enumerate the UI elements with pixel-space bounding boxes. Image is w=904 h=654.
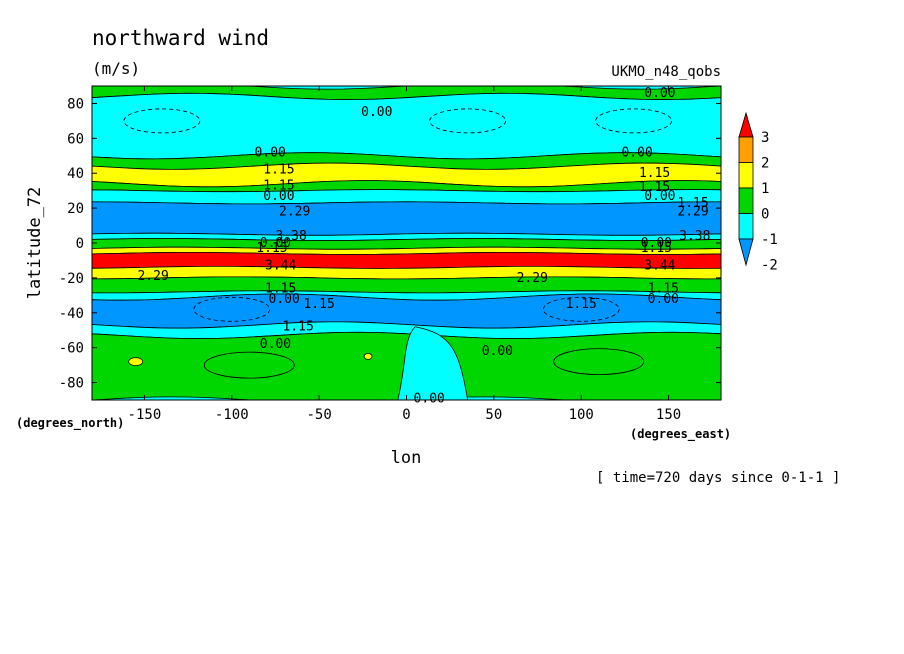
contour-labels: 0.000.000.00 0.001.15 1.151.15 1.150.00 0.00… xyxy=(137,86,710,406)
contour-band xyxy=(91,201,722,236)
dashed-contour xyxy=(123,108,201,134)
contour-label: 0.00 xyxy=(621,145,652,160)
contour-label: 1.15 xyxy=(263,178,294,193)
contour-label: 1.15 xyxy=(263,163,294,178)
x-tick-label: -100 xyxy=(215,407,249,423)
contour-label: 0.00 xyxy=(260,236,291,251)
y-axis-label: latitude_72 xyxy=(25,187,45,300)
colorbar-label: 1 xyxy=(761,181,769,197)
colorbar-arrow-top xyxy=(738,111,754,138)
dashed-contour xyxy=(542,296,620,322)
dashed-contour xyxy=(429,108,507,134)
colorbar-label: 2 xyxy=(761,156,769,172)
colorbar-segment xyxy=(738,136,754,163)
plot-area xyxy=(91,85,722,401)
y-tick-label: 0 xyxy=(76,236,84,252)
x-tick-label: 100 xyxy=(569,407,594,423)
contour-label: 0.00 xyxy=(644,86,675,101)
solid-contour xyxy=(203,351,295,379)
y-tick-label: 60 xyxy=(67,131,84,147)
colorbar-segment xyxy=(738,162,754,189)
contour-label: 1.15 xyxy=(283,320,314,335)
contour-label: 0.00 xyxy=(641,236,672,251)
contour-label: 1.15 xyxy=(566,297,597,312)
contour-label: 1.15 xyxy=(641,241,672,256)
y-axis: 80 60 40 20 0 -20 -40 -60 -80 xyxy=(59,96,721,392)
yellow-cell xyxy=(363,352,373,360)
contour-label: 0.00 xyxy=(260,337,291,352)
y-tick-label: 40 xyxy=(67,166,84,182)
x-tick-label: -150 xyxy=(128,407,162,423)
contour-label: 2.29 xyxy=(137,269,168,284)
x-tick-label: -50 xyxy=(306,407,331,423)
dashed-contour xyxy=(595,108,673,134)
colorbar-label: 3 xyxy=(761,130,769,146)
contour-label: 0.00 xyxy=(644,189,675,204)
contour-label: 0.00 xyxy=(482,344,513,359)
contour-label: 0.00 xyxy=(414,391,445,406)
y-tick-label: 20 xyxy=(67,201,84,217)
colorbar-label: -1 xyxy=(761,232,778,248)
contour-label: 3.44 xyxy=(644,259,675,274)
time-note: [ time=720 days since 0-1-1 ] xyxy=(596,470,840,486)
y-tick-label: -20 xyxy=(59,271,84,287)
colorbar: 3 2 1 0 -1 -2 xyxy=(738,111,778,274)
y-units-label: (degrees_north) xyxy=(16,416,124,431)
y-tick-label: -60 xyxy=(59,341,84,357)
x-tick-label: 0 xyxy=(402,407,410,423)
contour-band xyxy=(91,276,722,294)
x-axis-label: lon xyxy=(391,448,422,468)
contour-label: 1.15 xyxy=(303,297,334,312)
x-units-label: (degrees_east) xyxy=(630,427,731,442)
contour-label: 0.00 xyxy=(263,189,294,204)
x-axis: -150 -100 -50 0 50 100 150 xyxy=(128,86,681,423)
contour-label: 2.29 xyxy=(677,205,708,220)
yellow-cell xyxy=(128,357,144,367)
solid-contour xyxy=(553,348,645,376)
contour-label: 1.15 xyxy=(256,241,287,256)
dashed-contour xyxy=(193,296,271,322)
contour-band xyxy=(91,252,722,269)
colorbar-segment xyxy=(738,187,754,214)
contour-label: 1.15 xyxy=(639,166,670,181)
contour-label: 3.44 xyxy=(265,259,296,274)
contour-label: 1.15 xyxy=(265,281,296,296)
x-tick-label: 50 xyxy=(485,407,502,423)
contour-label: 3.38 xyxy=(276,229,307,244)
contour-label: 1.15 xyxy=(677,196,708,211)
contour-label: 2.29 xyxy=(279,205,310,220)
contour-label: 0.00 xyxy=(269,292,300,307)
chart-title: northward wind xyxy=(92,26,269,50)
dataset-label: UKMO_n48_qobs xyxy=(611,64,721,80)
y-tick-label: -80 xyxy=(59,376,84,392)
contour-label: 0.00 xyxy=(648,292,679,307)
contour-label: 3.38 xyxy=(679,229,710,244)
colorbar-arrow-bottom xyxy=(738,238,754,267)
contour-label: 1.15 xyxy=(648,281,679,296)
contour-label: 2.29 xyxy=(517,271,548,286)
units-label: (m/s) xyxy=(92,59,140,78)
contour-features xyxy=(123,108,673,401)
contour-label: 0.00 xyxy=(361,105,392,120)
contour-label: 0.00 xyxy=(255,145,286,160)
colorbar-segment xyxy=(738,213,754,240)
contour-label: 1.15 xyxy=(639,180,670,195)
colorbar-label: 0 xyxy=(761,207,769,223)
x-tick-label: 150 xyxy=(656,407,681,423)
colorbar-label: -2 xyxy=(761,258,778,274)
y-tick-label: -40 xyxy=(59,306,84,322)
y-tick-label: 80 xyxy=(67,96,84,112)
